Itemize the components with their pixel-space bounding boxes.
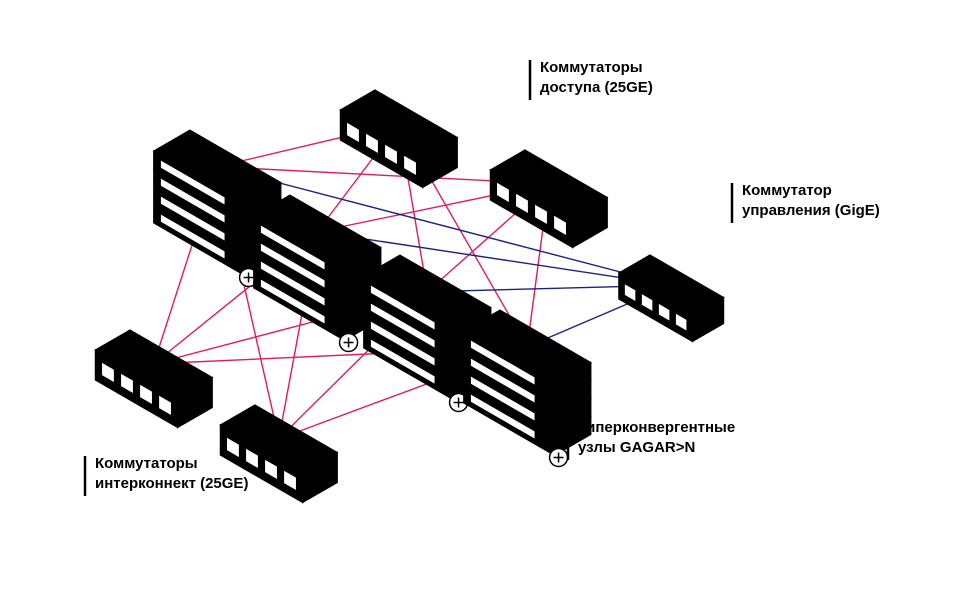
label-hci-line2: узлы GAGAR>N: [578, 439, 695, 456]
hci4: [464, 310, 591, 467]
label-mgmt-line1: Коммутатор: [742, 182, 832, 199]
label-hci-line1: Гиперконвергентные: [578, 419, 735, 436]
label-interconnect-line2: интерконнект (25GE): [95, 475, 248, 492]
label-access-line2: доступа (25GE): [540, 79, 653, 96]
hci2: [254, 195, 381, 352]
mgmt1: [619, 255, 724, 342]
label-interconnect-line1: Коммутаторы: [95, 455, 198, 472]
label-access-line1: Коммутаторы: [540, 59, 643, 76]
access1: [340, 90, 457, 188]
label-mgmt-line2: управления (GigE): [742, 202, 880, 219]
inter1: [95, 330, 212, 428]
access2: [490, 150, 607, 248]
